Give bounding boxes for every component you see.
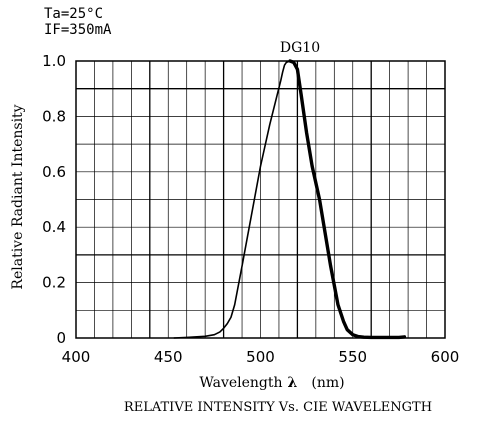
x-tick-label: 600 [431,348,460,366]
lambda-symbol: λ [288,375,298,391]
condition-temperature: Ta=25°C [44,6,104,22]
series-line-falling [288,59,407,340]
y-tick-label: 0.4 [42,218,66,236]
y-tick-label: 0 [56,329,66,347]
y-tick-label: 1.0 [42,52,66,70]
x-tick-label: 500 [246,348,275,366]
plot-frame [75,60,446,339]
y-tick-label: 0.6 [42,163,66,181]
chart-title: DG10 [280,40,320,56]
x-tick-labels: 400 450 500 550 600 [62,348,460,366]
series-line-rising [173,60,291,339]
y-tick-label: 0.2 [42,274,66,292]
condition-current: IF=350mA [44,22,112,38]
x-axis-label-text: Wavelength [199,375,282,391]
y-axis-label: Relative Radiant Intensity [10,104,26,289]
x-axis-label: Wavelength λ (nm) [199,375,344,391]
x-tick-label: 400 [62,348,91,366]
x-tick-label: 450 [154,348,183,366]
chart-caption: RELATIVE INTENSITY Vs. CIE WAVELENGTH [124,400,432,415]
x-axis-unit: (nm) [311,375,344,391]
grid [75,60,446,339]
series [173,59,407,340]
x-tick-label: 550 [338,348,367,366]
y-tick-label: 0.8 [42,107,66,125]
y-tick-labels: 0 0.2 0.4 0.6 0.8 1.0 [42,52,66,347]
